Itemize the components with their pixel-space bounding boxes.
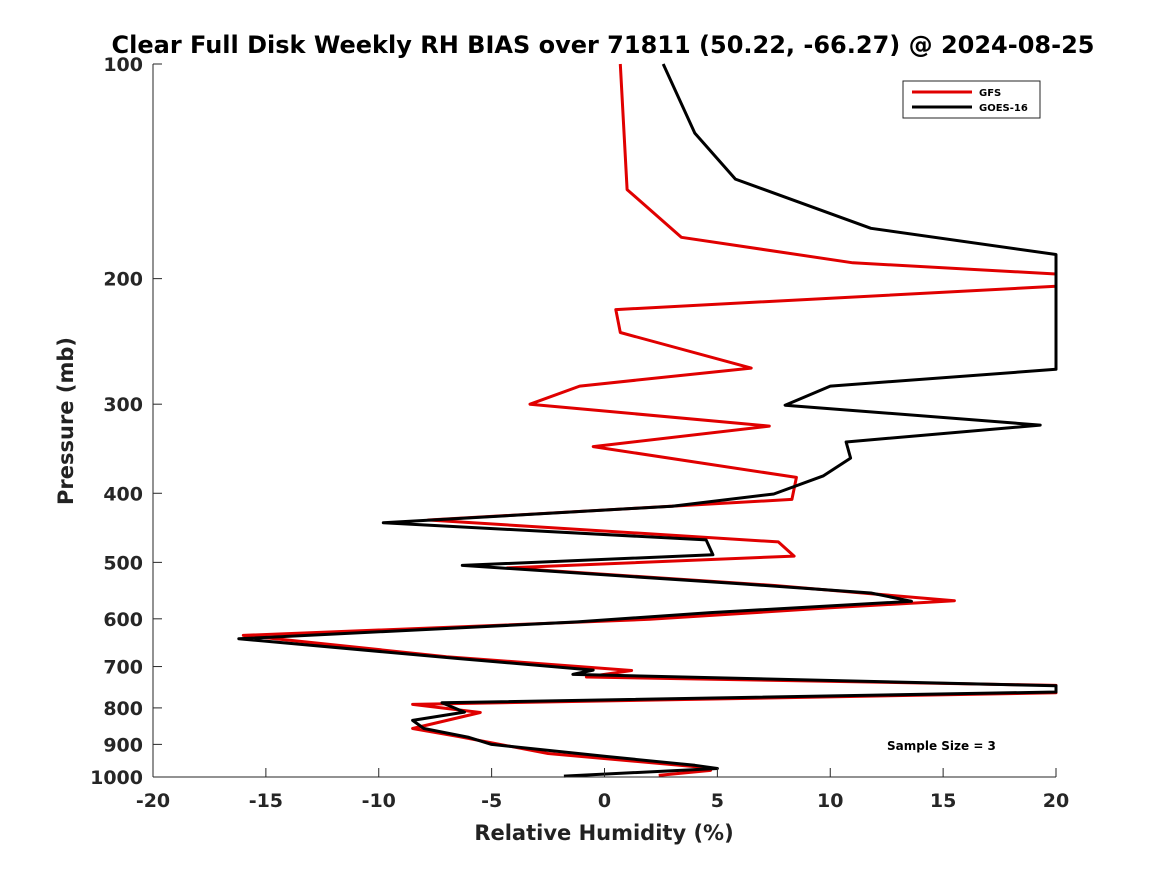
series-layer	[237, 63, 1058, 778]
x-tick-label: 15	[930, 790, 956, 812]
x-tick-label: 20	[1043, 790, 1069, 812]
y-tick-label: 1000	[90, 767, 143, 789]
x-tick-label: -5	[481, 790, 502, 812]
y-tick-label: 300	[103, 394, 143, 416]
y-tick-label: 600	[103, 609, 143, 631]
x-tick-label: 10	[817, 790, 843, 812]
x-ticks: -20 -15 -10 -5 0 5 10 15 20	[136, 768, 1069, 812]
legend-label-goes16: GOES-16	[979, 103, 1028, 114]
plot-area	[153, 64, 1056, 777]
x-tick-label: -15	[249, 790, 283, 812]
y-tick-label: 700	[103, 657, 143, 679]
y-ticks: 100 200 300 400 500 600 700 800 900 1000	[90, 54, 162, 789]
x-axis-label: Relative Humidity (%)	[474, 821, 733, 845]
legend-box	[902, 80, 1041, 119]
y-tick-label: 500	[103, 552, 143, 574]
x-tick-label: 0	[598, 790, 611, 812]
x-tick-label: -20	[136, 790, 170, 812]
legend: GFS GOES-16	[902, 80, 1041, 119]
y-tick-label: 900	[103, 734, 143, 756]
y-tick-label: 400	[103, 483, 143, 505]
sample-size-annotation: Sample Size = 3	[887, 739, 996, 753]
y-tick-label: 800	[103, 698, 143, 720]
series-line-goes-16	[237, 63, 1058, 778]
chart-title: Clear Full Disk Weekly RH BIAS over 7181…	[112, 31, 1095, 59]
y-axis-label: Pressure (mb)	[54, 337, 78, 505]
legend-label-gfs: GFS	[979, 88, 1001, 99]
x-tick-label: -10	[362, 790, 396, 812]
x-tick-label: 5	[711, 790, 724, 812]
y-tick-label: 100	[103, 54, 143, 76]
y-tick-label: 200	[103, 269, 143, 291]
